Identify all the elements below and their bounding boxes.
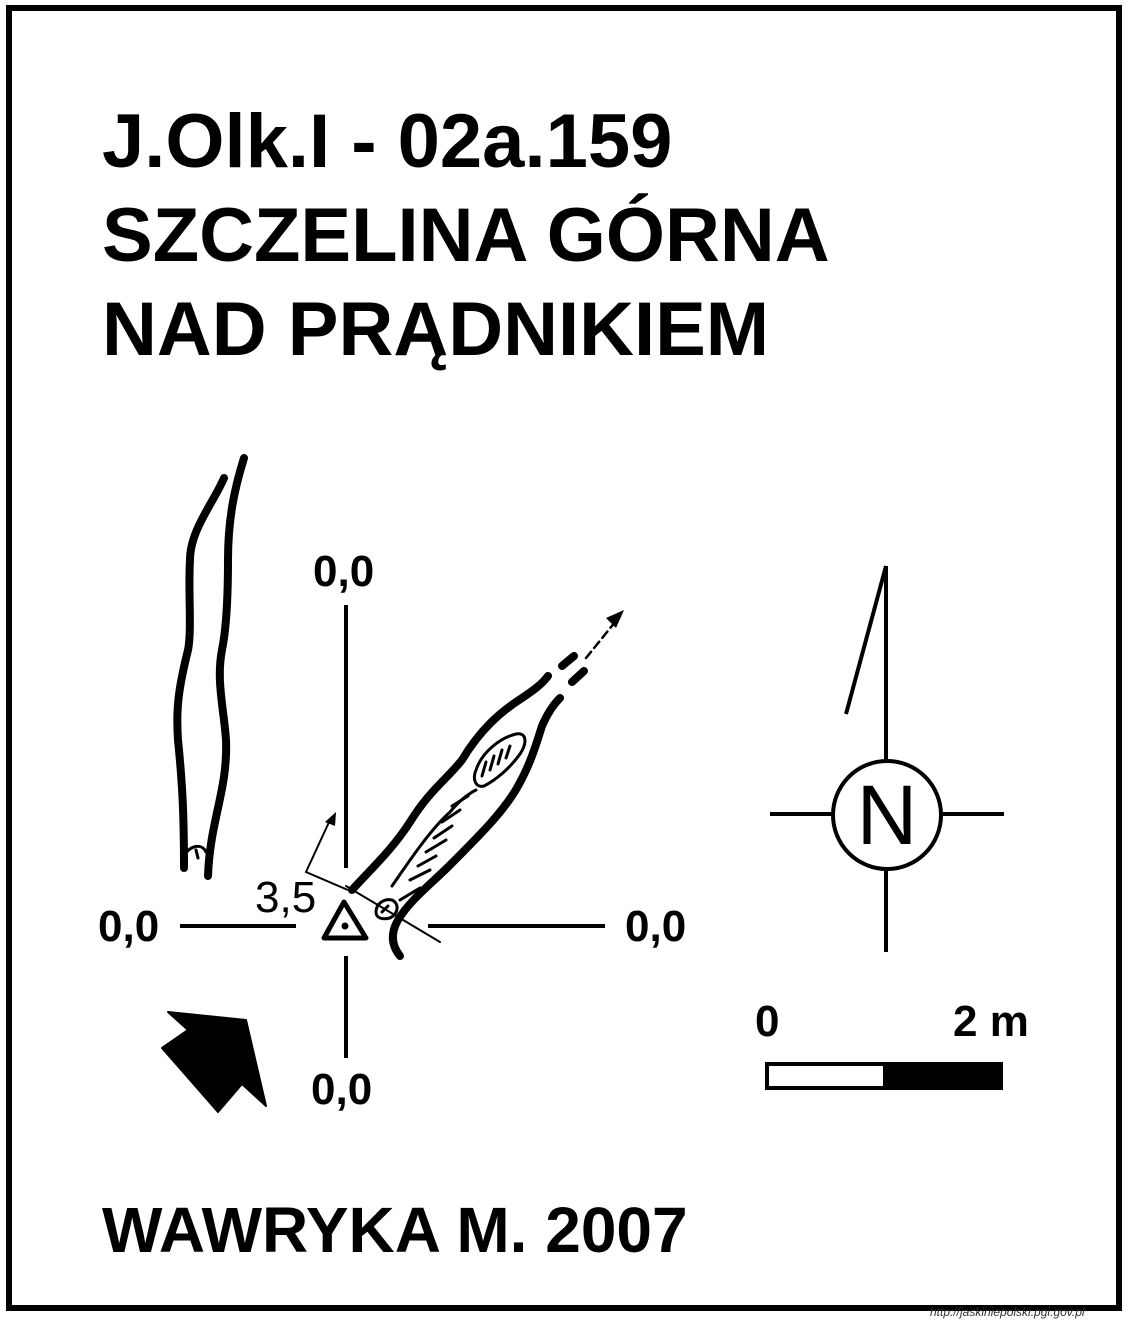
cave-id-title: J.Olk.I - 02a.159 [102,99,673,184]
scale-end-label: 2 m [953,997,1029,1046]
cross-section-profile [173,454,248,880]
survey-label-south: 0,0 [311,1065,373,1114]
slope-arrow-icon [304,812,349,891]
author-credit: WAWRYKA M. 2007 [102,1194,688,1266]
passage-floor-features [374,732,527,921]
compass-rose [770,565,1004,952]
survey-label-east: 0,0 [625,902,687,951]
cave-passage-outline [345,610,624,960]
compass-north-letter: N [856,768,918,862]
scale-start-label: 0 [755,997,780,1046]
entrance-elevation-label: 3,5 [255,873,317,922]
entrance-triangle-icon [321,899,369,941]
view-direction-arrow-icon [161,1011,267,1113]
scale-bar [765,1062,1003,1090]
survey-label-north: 0,0 [313,547,375,596]
cave-name-line2: NAD PRĄDNIKIEM [102,287,770,372]
survey-label-west: 0,0 [98,902,160,951]
survey-cross [180,605,605,1058]
cave-name-line1: SZCZELINA GÓRNA [102,193,830,278]
source-url: http://jaskiniepolski.pgi.gov.pl [930,1305,1085,1319]
map-frame [6,5,1122,1311]
